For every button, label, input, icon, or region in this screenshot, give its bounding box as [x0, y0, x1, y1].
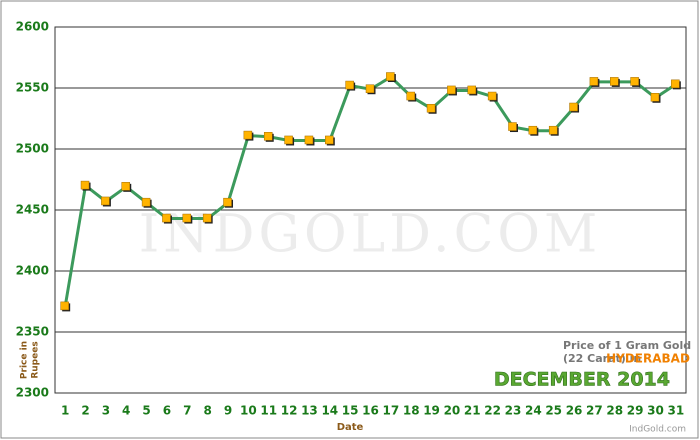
- x-tick-label: 8: [203, 404, 211, 418]
- marker: [325, 135, 334, 145]
- marker: [141, 197, 151, 207]
- marker: [365, 84, 375, 93]
- marker: [60, 301, 69, 311]
- x-tick-label: 11: [260, 404, 277, 418]
- marker: [589, 77, 599, 86]
- x-tick-label: 25: [545, 404, 562, 418]
- y-tick-label: 2550: [16, 81, 49, 95]
- marker: [508, 122, 517, 131]
- site: IndGold.com: [629, 425, 686, 435]
- y-tick-label: 2400: [16, 264, 49, 278]
- x-axis-label: Date: [337, 422, 364, 433]
- x-tick-label: 3: [102, 404, 110, 418]
- marker: [426, 103, 436, 113]
- marker: [223, 197, 232, 207]
- marker: [671, 79, 680, 89]
- marker: [162, 213, 171, 223]
- x-tick-label: 23: [505, 404, 522, 418]
- x-tick-label: 1: [61, 404, 69, 418]
- x-tick-label: 30: [647, 404, 664, 418]
- x-tick-label: 26: [566, 404, 583, 418]
- x-tick-label: 18: [403, 404, 420, 418]
- x-tick-label: 29: [627, 404, 644, 418]
- marker: [386, 72, 395, 81]
- x-tick-label: 24: [525, 404, 542, 418]
- y-tick-label: 2600: [16, 20, 49, 34]
- watermark: INDGOLD.COM: [139, 205, 601, 265]
- x-tick-label: 16: [362, 404, 379, 418]
- x-tick-label: 22: [484, 404, 501, 418]
- marker: [182, 213, 192, 223]
- marker: [121, 182, 130, 191]
- x-tick-label: 28: [606, 404, 623, 418]
- y-axis-label: Price in Rupees: [20, 341, 41, 379]
- y-axis-label-line: Price in: [20, 341, 30, 379]
- marker: [80, 180, 90, 190]
- annotation-month: DECEMBER 2014: [494, 369, 670, 391]
- marker: [101, 196, 110, 206]
- x-tick-label: 6: [163, 404, 171, 418]
- marker: [548, 125, 558, 135]
- y-tick-label: 2300: [16, 386, 49, 400]
- annotation: Price of 1 Gram Gold: [563, 339, 691, 352]
- marker: [243, 130, 253, 140]
- marker: [610, 77, 619, 86]
- x-tick-label: 19: [423, 404, 440, 418]
- x-tick-label: 13: [301, 404, 318, 418]
- x-tick-label: 15: [342, 404, 359, 418]
- x-tick-label: 12: [281, 404, 298, 418]
- y-axis-label-line: Rupees: [31, 341, 41, 378]
- marker: [284, 135, 293, 145]
- marker: [406, 91, 415, 101]
- marker: [630, 77, 639, 86]
- x-tick-label: 4: [122, 404, 130, 418]
- marker: [304, 135, 314, 145]
- x-tick-label: 14: [321, 404, 338, 418]
- marker: [487, 91, 497, 101]
- y-tick-label: 2500: [16, 142, 49, 156]
- x-tick-label: 5: [142, 404, 150, 418]
- x-tick-label: 27: [586, 404, 603, 418]
- annotation-city: HYDERABAD: [606, 352, 690, 366]
- y-tick-label: 2450: [16, 203, 49, 217]
- marker: [345, 80, 354, 90]
- x-tick-label: 10: [240, 404, 257, 418]
- y-tick-label: 2350: [16, 325, 49, 339]
- marker: [202, 213, 212, 223]
- marker: [569, 102, 578, 112]
- x-tick-label: 9: [224, 404, 232, 418]
- marker: [263, 132, 273, 141]
- marker: [650, 93, 660, 102]
- annotation: (22 Carat) in: [563, 352, 641, 365]
- marker: [447, 85, 456, 95]
- x-tick-label: 17: [383, 404, 400, 418]
- x-tick-label: 7: [183, 404, 191, 418]
- x-tick-label: 21: [464, 404, 481, 418]
- marker: [528, 125, 538, 135]
- x-tick-label: 2: [81, 404, 89, 418]
- marker: [467, 85, 477, 95]
- x-tick-label: 20: [444, 404, 461, 418]
- x-tick-label: 31: [667, 404, 684, 418]
